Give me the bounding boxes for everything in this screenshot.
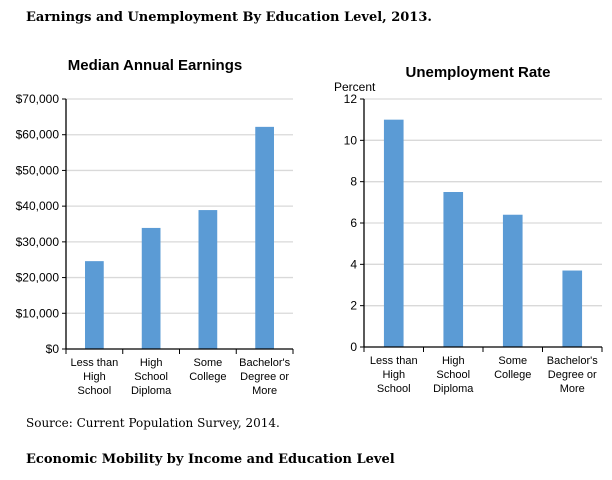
x-tick-label: Diploma — [131, 385, 172, 397]
chart-title: Median Annual Earnings — [68, 57, 242, 74]
y-tick-label: $70,000 — [16, 92, 60, 106]
bar — [141, 227, 161, 349]
source-note: Source: Current Population Survey, 2014. — [26, 416, 280, 430]
x-tick-label: School — [377, 383, 411, 395]
x-tick-label: More — [560, 383, 585, 395]
x-tick-label: College — [494, 369, 531, 381]
x-tick-label: Bachelor's — [547, 355, 599, 367]
y-tick-label: $20,000 — [16, 271, 60, 285]
y-tick-label: 6 — [350, 216, 357, 230]
y-axis-label: Percent — [334, 80, 376, 94]
y-tick-label: $30,000 — [16, 235, 60, 249]
section-heading: Economic Mobility by Income and Educatio… — [26, 452, 395, 467]
x-tick-label: High — [140, 357, 163, 369]
x-tick-label: Less than — [71, 357, 119, 369]
bar — [562, 270, 583, 347]
x-tick-label: School — [436, 369, 470, 381]
x-tick-label: School — [78, 385, 112, 397]
y-tick-label: $40,000 — [16, 199, 60, 213]
x-tick-label: College — [189, 371, 226, 383]
bar — [85, 261, 104, 349]
bar — [443, 192, 464, 347]
bar — [383, 119, 404, 348]
x-tick-label: School — [134, 371, 168, 383]
y-tick-label: $10,000 — [16, 306, 60, 320]
x-tick-label: High — [83, 371, 106, 383]
bar — [502, 214, 523, 347]
chart-title: Unemployment Rate — [405, 64, 550, 81]
x-tick-label: Degree or — [548, 369, 597, 381]
bar — [255, 126, 274, 349]
x-tick-label: More — [252, 385, 277, 397]
y-tick-label: $0 — [46, 342, 60, 356]
x-tick-label: Some — [194, 357, 223, 369]
y-tick-label: 12 — [344, 92, 358, 106]
x-tick-label: Degree or — [240, 371, 289, 383]
x-tick-label: Some — [498, 355, 527, 367]
y-tick-label: $50,000 — [16, 163, 60, 177]
y-tick-label: 0 — [350, 340, 357, 354]
y-tick-label: 8 — [350, 175, 357, 189]
x-tick-label: Less than — [370, 355, 418, 367]
bar — [198, 210, 218, 349]
x-tick-label: High — [382, 369, 405, 381]
x-tick-label: Bachelor's — [239, 357, 291, 369]
y-tick-label: 4 — [350, 257, 357, 271]
x-tick-label: Diploma — [433, 383, 474, 395]
page-title: Earnings and Unemployment By Education L… — [26, 10, 432, 25]
y-tick-label: 2 — [350, 299, 357, 313]
y-tick-label: $60,000 — [16, 128, 60, 142]
x-tick-label: High — [442, 355, 465, 367]
y-tick-label: 10 — [344, 133, 358, 147]
